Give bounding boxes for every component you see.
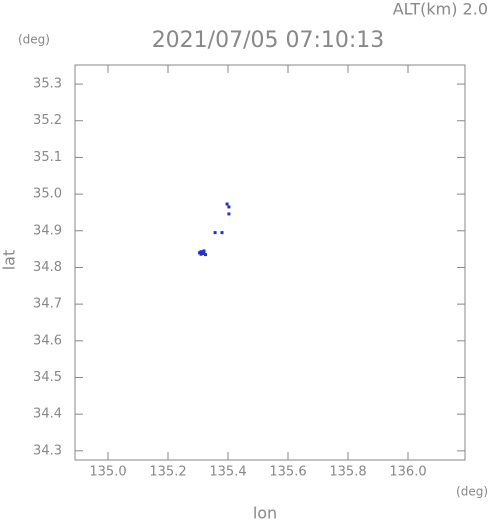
point (199, 252, 203, 256)
x-tick-label: 135.6 (269, 465, 306, 480)
y-tick-label: 34.5 (33, 370, 62, 385)
y-tick-label: 34.6 (33, 333, 62, 348)
point (204, 253, 207, 257)
x-unit: (deg) (456, 485, 488, 499)
point (202, 249, 206, 253)
y-tick-label: 35.2 (33, 113, 62, 128)
x-tick-label: 136.0 (389, 465, 426, 480)
x-axis-label: lon (253, 504, 277, 522)
y-axis-label: lat (0, 250, 19, 271)
x-tick-label: 135.0 (89, 465, 126, 480)
y-tick-label: 34.9 (33, 223, 62, 238)
x-tick-label: 135.8 (329, 465, 366, 480)
plot-frame (74, 64, 466, 461)
y-tick-label: 34.7 (33, 297, 62, 312)
point (227, 212, 231, 216)
point (213, 231, 217, 235)
y-tick-label: 34.8 (33, 260, 62, 275)
point (199, 250, 203, 254)
point (225, 202, 229, 206)
y-tick-label: 34.4 (33, 407, 62, 422)
y-tick-label: 35.0 (33, 187, 62, 202)
y-tick-label: 35.1 (33, 150, 62, 165)
point (227, 205, 231, 209)
y-tick-label: 34.3 (33, 443, 62, 458)
x-tick-label: 135.2 (149, 465, 186, 480)
y-tick-label: 35.3 (33, 77, 62, 92)
chart-title: 2021/07/05 07:10:13 (152, 28, 385, 53)
chart-subtitle: ALT(km) 2.0 (393, 0, 488, 19)
x-tick-label: 135.4 (209, 465, 246, 480)
y-unit: (deg) (18, 33, 50, 47)
point (220, 231, 224, 235)
